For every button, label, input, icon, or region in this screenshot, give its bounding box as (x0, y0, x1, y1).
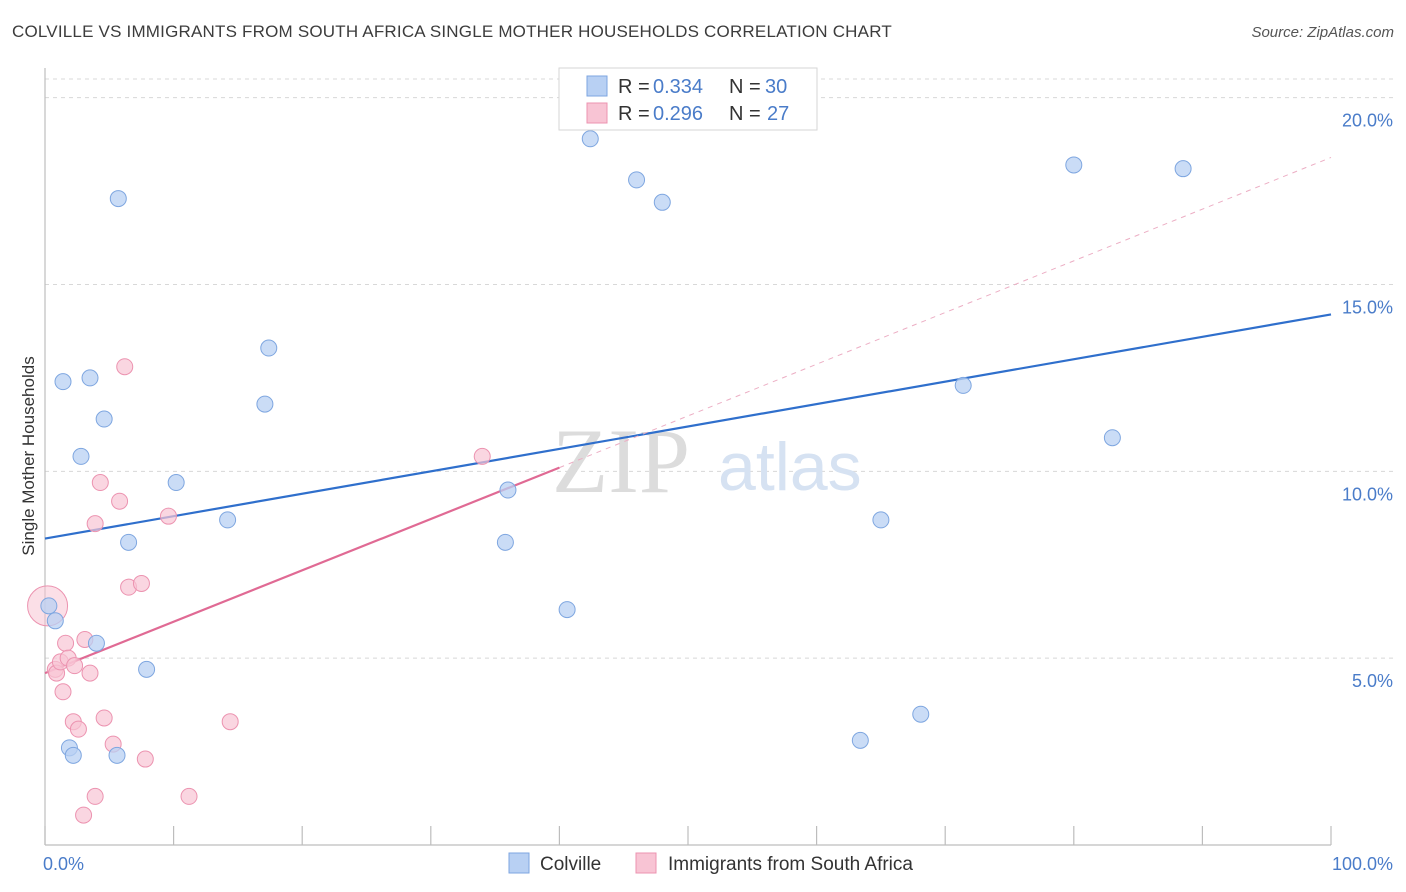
point-colville (954, 376, 972, 394)
point-colville (256, 395, 274, 413)
correlation-legend: R = 0.334 N = 30 R = 0.296 N = 27 (558, 67, 818, 131)
point-south-africa (95, 709, 113, 727)
point-south-africa (221, 713, 239, 731)
point-south-africa (180, 787, 198, 805)
point-colville (64, 746, 82, 764)
point-south-africa (116, 358, 134, 376)
point-south-africa (86, 515, 104, 533)
point-colville (219, 511, 237, 529)
watermark-atlas: atlas (718, 429, 862, 505)
point-colville (499, 481, 517, 499)
point-south-africa (66, 657, 84, 675)
point-colville (912, 705, 930, 723)
series-legend-label-south-africa: Immigrants from South Africa (668, 854, 913, 875)
point-colville (87, 634, 105, 652)
data-points (27, 130, 1192, 824)
axes (44, 68, 1332, 846)
point-colville (872, 511, 890, 529)
point-colville (108, 746, 126, 764)
tick-labels: 5.0% 10.0% 15.0% 20.0% 0.0% 100.0% (43, 111, 1393, 874)
legend-r-label-colville: R = (618, 76, 650, 98)
trend-line-colville (44, 313, 1332, 540)
y-axis-label: Single Mother Households (19, 356, 38, 555)
legend-n-value-south-africa: 27 (767, 103, 789, 125)
source-credit: Source: ZipAtlas.com (1251, 24, 1394, 41)
point-south-africa (86, 787, 104, 805)
y-tick-label: 15.0% (1342, 298, 1393, 318)
watermark-zip: ZIP (552, 410, 690, 512)
point-colville (581, 130, 599, 148)
point-colville (109, 190, 127, 208)
point-colville (851, 731, 869, 749)
y-tick-label: 20.0% (1342, 111, 1393, 131)
legend-r-value-south-africa: 0.296 (653, 103, 703, 125)
series-legend-swatch-colville (508, 852, 530, 874)
legend-r-value-colville: 0.334 (653, 76, 703, 98)
point-colville (81, 369, 99, 387)
point-colville (40, 597, 58, 615)
point-south-africa (81, 664, 99, 682)
point-south-africa (111, 492, 129, 510)
y-tick-label: 5.0% (1352, 671, 1393, 691)
trend-line-south-africa-extension (559, 157, 1332, 469)
series-legend-label-colville: Colville (540, 854, 601, 875)
point-colville (1103, 429, 1121, 447)
point-colville (1065, 156, 1083, 174)
point-colville (72, 447, 90, 465)
x-tick-label: 100.0% (1332, 854, 1393, 874)
legend-r-label-south-africa: R = (618, 103, 650, 125)
series-legend: Colville Immigrants from South Africa (508, 852, 913, 875)
point-south-africa (54, 683, 72, 701)
point-colville (260, 339, 278, 357)
point-colville (54, 373, 72, 391)
legend-n-label-south-africa: N = (729, 103, 761, 125)
legend-swatch-south-africa (586, 102, 608, 124)
point-colville (628, 171, 646, 189)
point-south-africa (136, 750, 154, 768)
series-legend-swatch-south-africa (635, 852, 657, 874)
point-south-africa (159, 507, 177, 525)
point-colville (653, 193, 671, 211)
legend-n-value-colville: 30 (765, 76, 787, 98)
point-south-africa (57, 634, 75, 652)
y-tick-label: 10.0% (1342, 484, 1393, 504)
trend-lines (44, 157, 1332, 675)
point-south-africa (473, 447, 491, 465)
grid-lines (45, 78, 1394, 659)
point-colville (120, 533, 138, 551)
point-colville (46, 612, 64, 630)
point-south-africa (132, 574, 150, 592)
legend-n-label-colville: N = (729, 76, 761, 98)
point-south-africa (69, 720, 87, 738)
point-colville (558, 601, 576, 619)
watermark: ZIP atlas (552, 410, 862, 512)
chart-title: COLVILLE VS IMMIGRANTS FROM SOUTH AFRICA… (12, 22, 892, 41)
point-colville (167, 474, 185, 492)
point-colville (496, 533, 514, 551)
point-colville (95, 410, 113, 428)
point-south-africa (91, 474, 109, 492)
x-tick-label: 0.0% (43, 854, 84, 874)
point-colville (138, 660, 156, 678)
point-south-africa (75, 806, 93, 824)
trend-line-south-africa (44, 466, 560, 675)
point-colville (1174, 160, 1192, 178)
legend-swatch-colville (586, 75, 608, 97)
